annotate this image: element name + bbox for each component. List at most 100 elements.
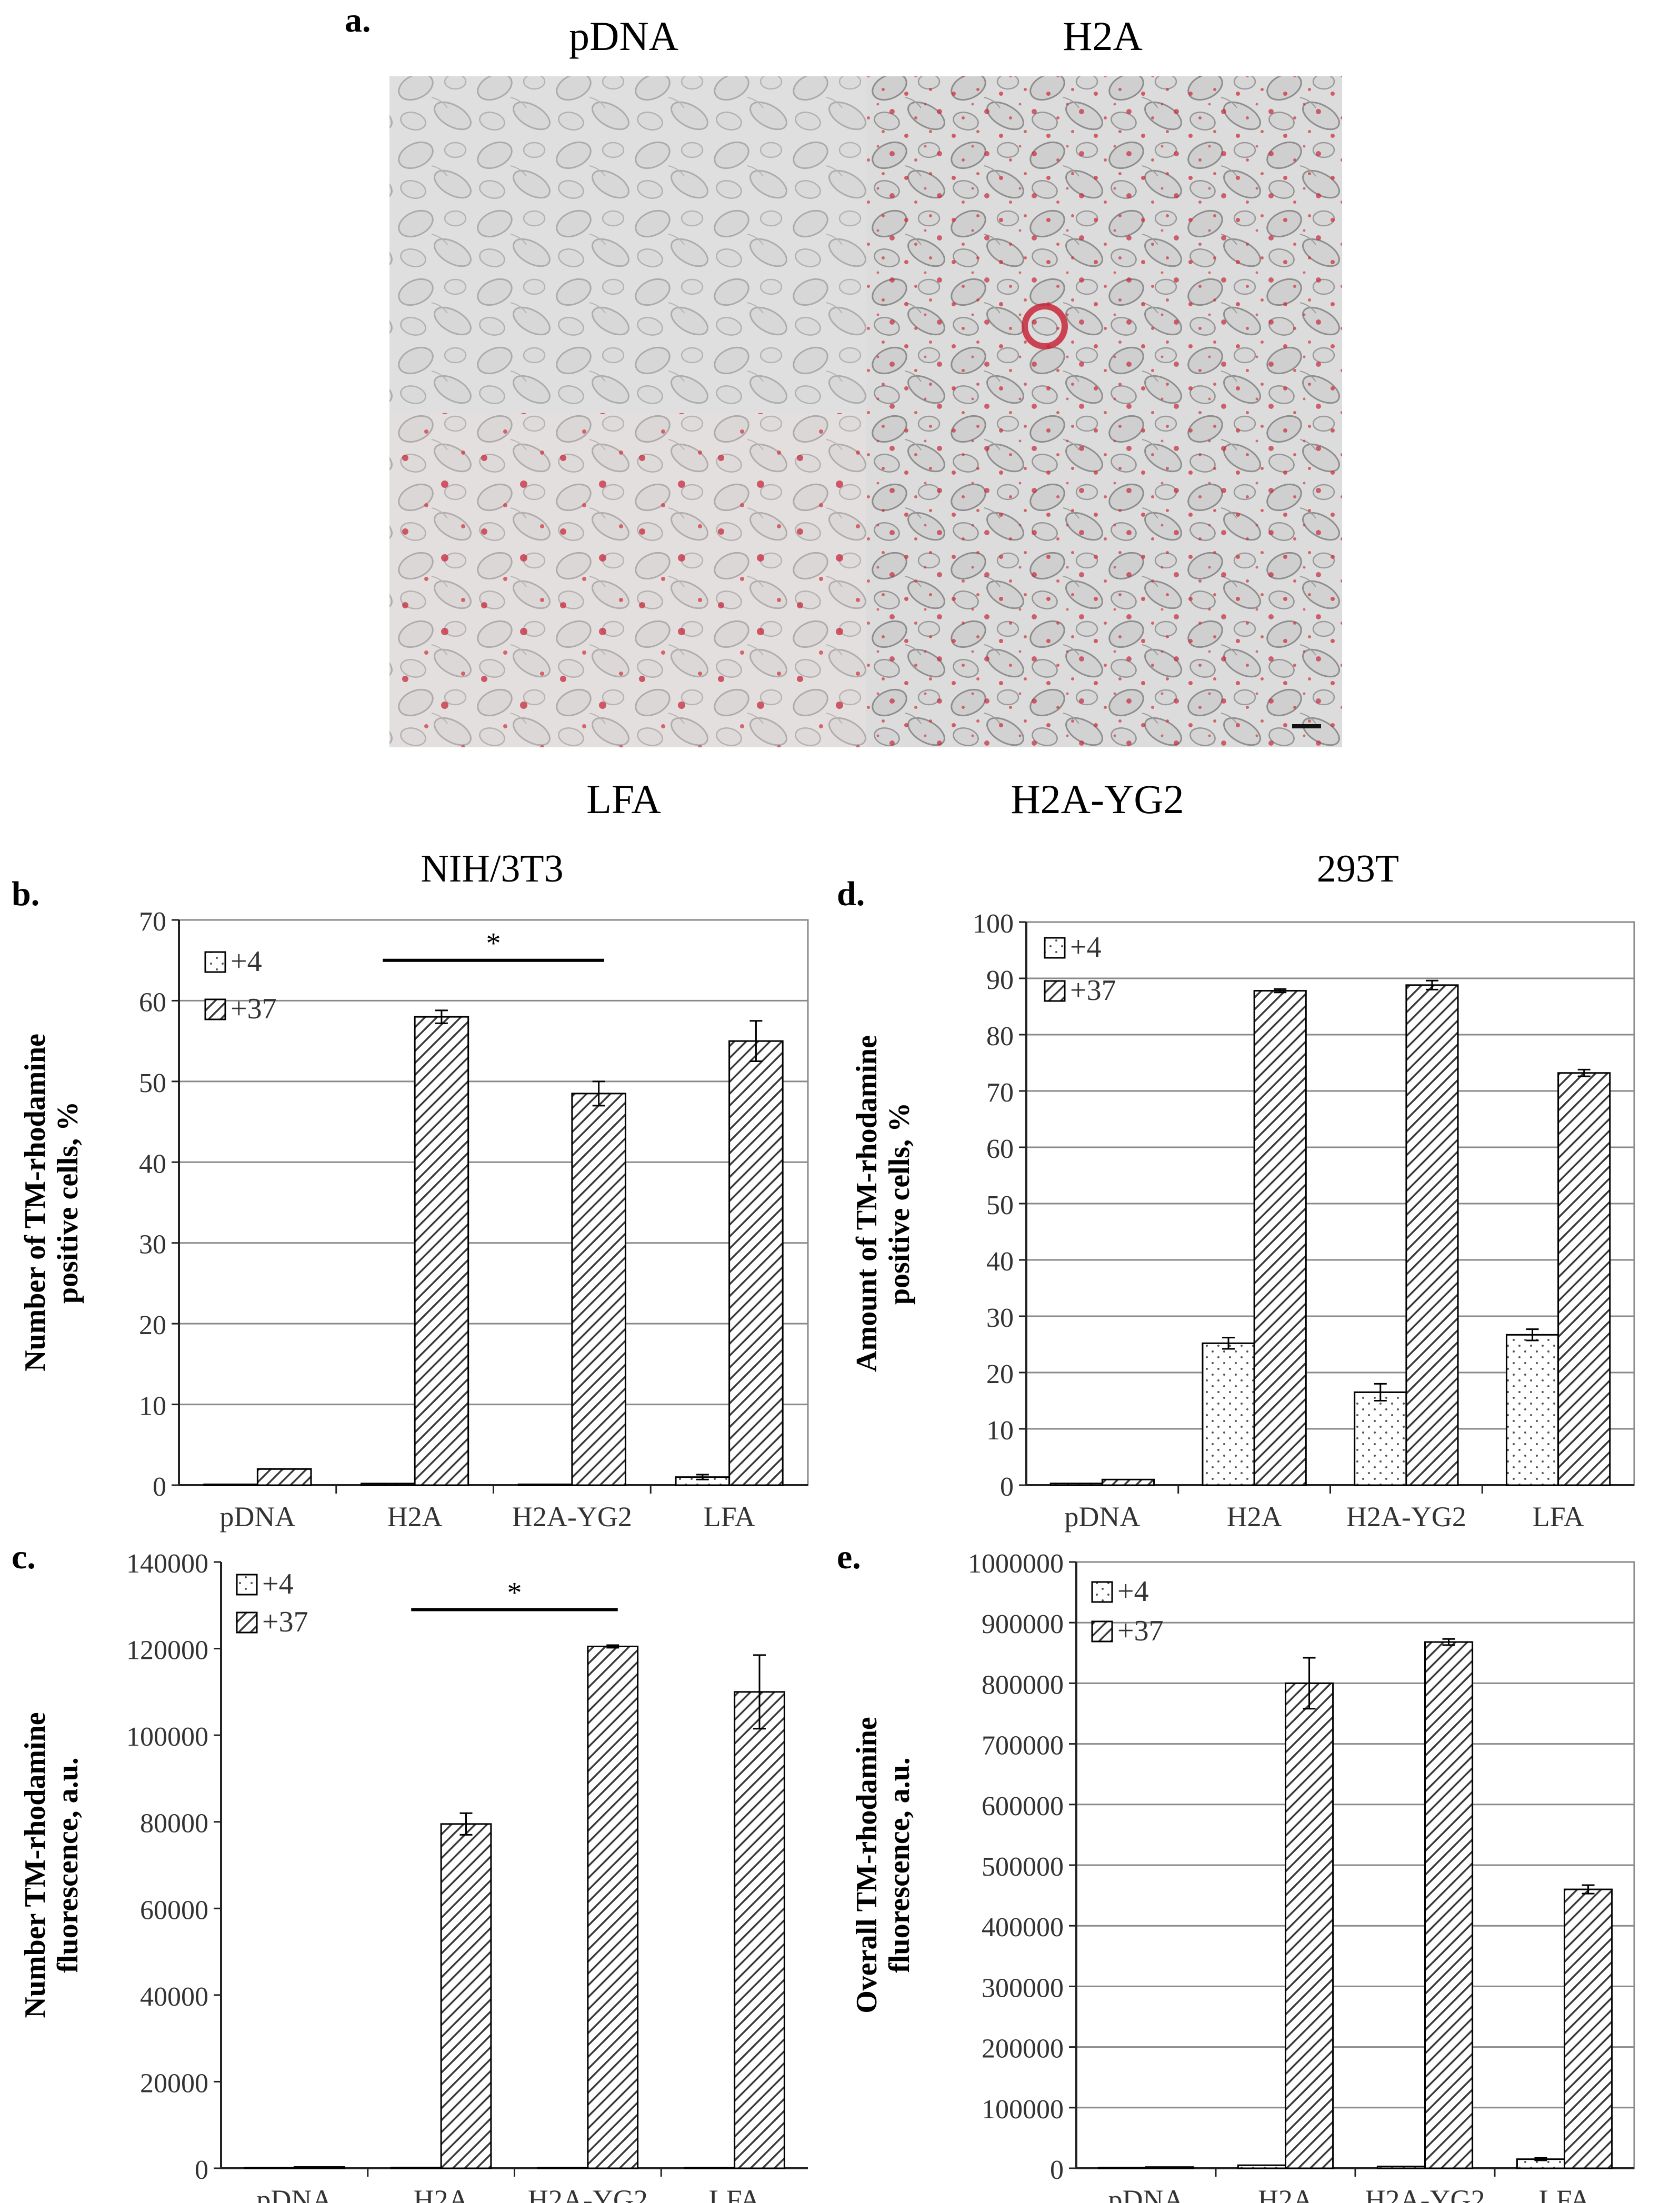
y-tick-label: 400000 (982, 1912, 1064, 1942)
bar-plus37-lfa (728, 1040, 784, 1486)
panel-b-letter: b. (12, 875, 39, 913)
x-tick-label-h2a-yg2: H2A-YG2 (1365, 2184, 1485, 2203)
y-tick-label: 20 (986, 1359, 1014, 1389)
chart-panel-d: d. 293T 0 10 20 30 40 50 60 70 80 90 100 Amount of TM… (837, 847, 1635, 1533)
y-axis-label: positive cells, % (883, 1103, 916, 1305)
micrograph (389, 76, 1342, 747)
y-tick-label: 30 (986, 1303, 1014, 1333)
y-tick-label: 30 (139, 1230, 166, 1260)
bar-plus37-h2a-yg2 (1405, 984, 1459, 1486)
y-tick-label: 40000 (140, 1982, 208, 2012)
bar-plus37-lfa (1564, 1888, 1613, 2169)
panel-d-letter: d. (837, 875, 865, 913)
bar-plus37-h2a (1285, 1682, 1334, 2169)
bar-plus37-h2a-yg2 (571, 1093, 626, 1486)
bar-plus4-h2a-yg2 (1376, 2166, 1426, 2169)
y-axis-label: Amount of TM-rhodamine (851, 1035, 883, 1372)
y-tick-label: 0 (1000, 1472, 1014, 1502)
x-tick-label-h2a: H2A (1258, 2184, 1313, 2203)
y-tick-label: 40 (139, 1149, 166, 1179)
legend-swatch-dots (236, 1574, 258, 1596)
chart-panel-c: c. 0 20000 40000 60000 80000 100000 120000 14000… (12, 1538, 808, 2203)
legend-label: +37 (1070, 974, 1116, 1007)
bar-plus37-pdna (256, 1468, 312, 1486)
y-tick-label: 50 (986, 1190, 1014, 1220)
x-tick-label-lfa: LFA (709, 2184, 761, 2203)
y-tick-label: 70 (139, 907, 166, 937)
label-h2a-yg2: H2A-YG2 (1011, 776, 1184, 822)
legend-swatch-hatch (204, 998, 226, 1020)
error-bar (1303, 1657, 1316, 1710)
legend-swatch-dots (204, 951, 226, 973)
label-lfa: LFA (586, 776, 661, 822)
x-tick-label-pdna: pDNA (219, 1501, 295, 1533)
y-tick-label: 50 (139, 1068, 166, 1098)
legend-label: +4 (231, 945, 262, 978)
bar-plus4-pdna (1049, 1483, 1103, 1486)
y-tick-label: 800000 (982, 1670, 1064, 1700)
y-tick-label: 0 (153, 1472, 166, 1502)
error-bar (1425, 979, 1438, 990)
y-tick-label: 100 (973, 909, 1014, 939)
legend-label: +4 (1070, 931, 1102, 964)
legend-swatch-hatch (1091, 1620, 1113, 1643)
y-tick-label: 0 (1050, 2155, 1064, 2185)
micrograph-quadrant-h2a-yg2-red (866, 413, 1342, 747)
legend-swatch-hatch (1044, 980, 1066, 1002)
y-tick-label: 60 (986, 1134, 1014, 1164)
y-tick-label: 120000 (126, 1636, 208, 1666)
micrograph-quadrant-pdna (389, 76, 866, 413)
error-bar (606, 1644, 619, 1649)
y-axis-label: Number TM-rhodamine (19, 1712, 52, 2018)
bar-plus4-pdna (203, 1483, 258, 1486)
y-tick-label: 300000 (982, 1973, 1064, 2003)
y-tick-label: 90 (986, 965, 1014, 995)
x-tick-label-pdna: pDNA (256, 2184, 332, 2203)
y-tick-label: 70 (986, 1078, 1014, 1108)
y-tick-label: 60 (139, 987, 166, 1017)
error-bar (749, 1020, 763, 1062)
y-tick-label: 900000 (982, 1609, 1064, 1639)
bar-plus37-lfa (1557, 1072, 1611, 1486)
x-tick-label-h2a: H2A (414, 2184, 469, 2203)
bar-plus4-lfa (1505, 1334, 1559, 1486)
label-h2a: H2A (1063, 13, 1143, 59)
bar-plus37-pdna (1101, 1478, 1155, 1486)
bar-plus37-h2a-yg2 (587, 1645, 639, 2169)
error-bar (1274, 988, 1287, 994)
y-tick-label: 20 (139, 1310, 166, 1340)
bar-plus37-h2a (1253, 990, 1307, 1486)
y-tick-label: 100000 (982, 2095, 1064, 2125)
error-bar (592, 1080, 605, 1107)
chart-b-title: NIH/3T3 (421, 847, 563, 890)
legend-label: +4 (262, 1568, 294, 1600)
bar-plus4-h2a-yg2 (1354, 1391, 1407, 1486)
y-axis-label: fluorescence, a.u. (883, 1757, 916, 1973)
y-tick-label: 10 (986, 1416, 1014, 1446)
legend-swatch-dots (1091, 1581, 1113, 1603)
panel-e-letter: e. (837, 1538, 861, 1576)
y-tick-label: 40 (986, 1247, 1014, 1277)
y-tick-label: 80 (986, 1022, 1014, 1052)
error-bar (1534, 2157, 1547, 2161)
chart-d-title: 293T (1317, 847, 1399, 890)
bar-plus37-h2a (440, 1823, 492, 2169)
y-tick-label: 10 (139, 1391, 166, 1421)
y-axis-label: Overall TM-rhodamine (851, 1717, 883, 2014)
x-tick-label-h2a: H2A (1227, 1501, 1282, 1533)
x-tick-label-h2a: H2A (387, 1501, 443, 1533)
legend-label: +4 (1117, 1575, 1149, 1608)
significance-label: * (486, 927, 501, 960)
legend-swatch-hatch (236, 1611, 258, 1634)
x-tick-label-lfa: LFA (704, 1501, 755, 1533)
panel-c-letter: c. (12, 1538, 36, 1576)
bar-plus4-h2a (1237, 2164, 1286, 2169)
y-axis-label: fluorescence, a.u. (52, 1757, 84, 1973)
y-axis-label: positive cells, % (52, 1102, 84, 1304)
error-bar (459, 1812, 473, 1836)
x-tick-label-h2a-yg2: H2A-YG2 (1346, 1501, 1466, 1533)
plot-frame (221, 1562, 808, 2168)
error-bar (753, 1654, 766, 1730)
micrograph-quadrant-lfa-red (389, 413, 866, 747)
